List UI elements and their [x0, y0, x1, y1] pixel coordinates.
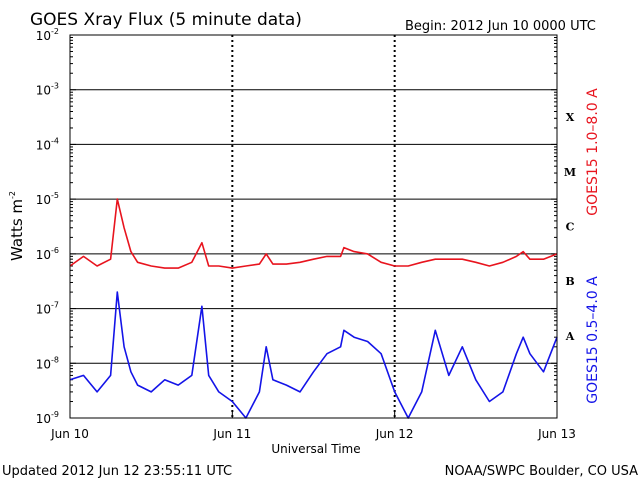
flare-class-label: B	[565, 275, 574, 288]
series-line-long	[69, 198, 558, 269]
y-tick-label: 10-8	[36, 355, 59, 371]
x-tick-labels: Jun 10 Jun 11 Jun 12 Jun 13	[50, 427, 576, 441]
y-tick-label: 10-7	[36, 301, 59, 317]
y-tick-exponent: -7	[51, 301, 59, 310]
x-tick-label: Jun 13	[537, 427, 576, 441]
x-axis-label: Universal Time	[271, 442, 360, 456]
credit-label: NOAA/SWPC Boulder, CO USA	[445, 464, 638, 479]
y-tick-labels: 10-210-310-410-510-610-710-810-9	[36, 27, 59, 426]
y-tick-base: 10	[36, 248, 51, 262]
updated-timestamp: Updated 2012 Jun 12 23:55:11 UTC	[2, 464, 232, 479]
flare-class-labels: X M C B A	[564, 111, 576, 343]
y-axis-label: Watts m-2	[8, 191, 26, 261]
y-tick-base: 10	[36, 193, 51, 207]
y-tick-base: 10	[36, 357, 51, 371]
y-axis-label-text: Watts m	[8, 199, 26, 261]
flare-class-label: C	[566, 221, 575, 234]
y-tick-exponent: -2	[51, 27, 59, 36]
y-tick-base: 10	[36, 29, 51, 43]
y-tick-exponent: -4	[51, 136, 59, 145]
legend-long-channel: GOES15 1.0–8.0 A	[585, 88, 601, 216]
flare-class-label: M	[564, 166, 576, 179]
flare-class-label: A	[565, 330, 575, 343]
y-tick-label: 10-4	[36, 136, 59, 152]
y-tick-exponent: -3	[51, 82, 59, 91]
y-tick-base: 10	[36, 84, 51, 98]
x-tick-label: Jun 10	[50, 427, 89, 441]
y-tick-label: 10-5	[36, 191, 59, 207]
y-tick-exponent: -9	[51, 410, 59, 419]
begin-timestamp: Begin: 2012 Jun 10 0000 UTC	[405, 19, 596, 34]
y-tick-base: 10	[36, 303, 51, 317]
y-tick-base: 10	[36, 412, 51, 426]
plot-frame	[69, 34, 558, 419]
flare-class-label: X	[566, 111, 575, 124]
series-line-short	[69, 291, 558, 419]
y-tick-exponent: -8	[51, 355, 59, 364]
y-tick-exponent: -5	[51, 191, 59, 200]
chart-title: GOES Xray Flux (5 minute data)	[30, 10, 302, 30]
grid-layer	[69, 34, 558, 419]
data-layer	[69, 198, 558, 419]
y-axis-label-exponent: -2	[8, 191, 17, 199]
y-tick-label: 10-3	[36, 82, 59, 98]
y-tick-exponent: -6	[51, 246, 59, 255]
y-tick-label: 10-9	[36, 410, 59, 426]
y-tick-label: 10-6	[36, 246, 59, 262]
legend-short-channel: GOES15 0.5–4.0 A	[585, 276, 601, 404]
y-tick-base: 10	[36, 138, 51, 152]
x-tick-label: Jun 11	[212, 427, 251, 441]
x-tick-label: Jun 12	[375, 427, 414, 441]
y-tick-label: 10-2	[36, 27, 59, 43]
